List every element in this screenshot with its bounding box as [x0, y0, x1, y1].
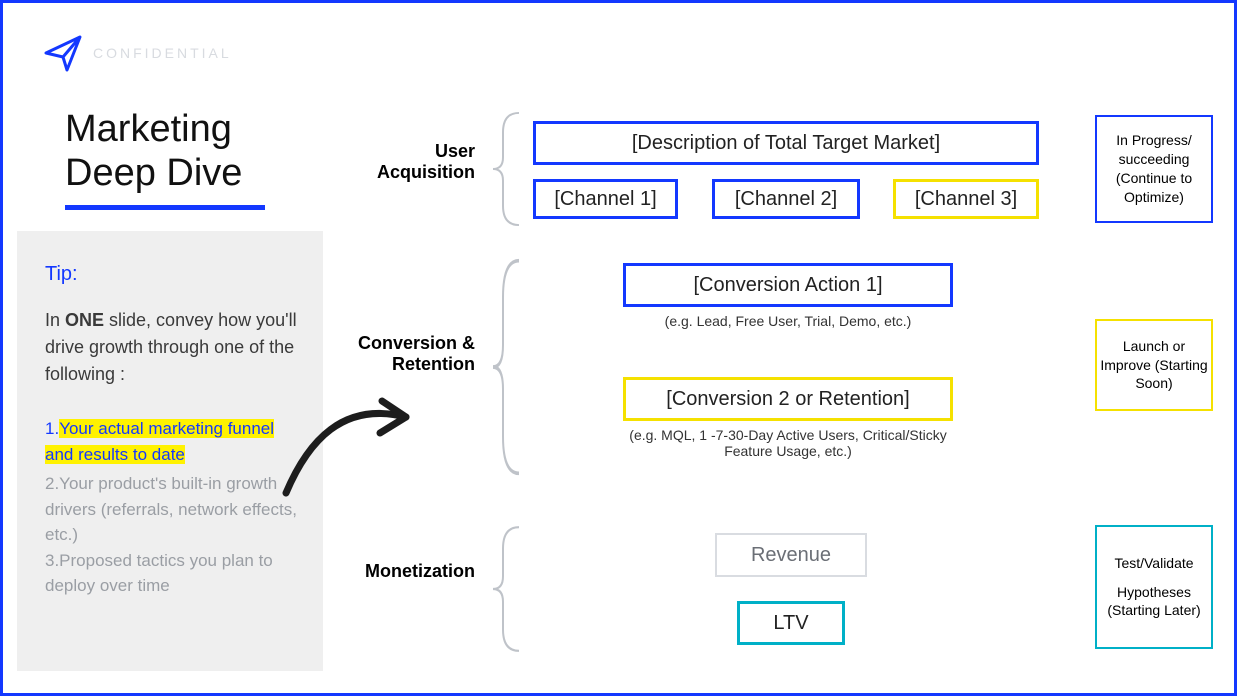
box-channel-2: [Channel 2]: [712, 179, 860, 219]
title-line1: Marketing: [65, 108, 232, 150]
tip-lead-bold: ONE: [65, 310, 104, 330]
legend-l3-line1: Test/Validate: [1097, 554, 1211, 573]
title-line2: Deep Dive: [65, 152, 242, 194]
tip-item-1: 1.Your actual marketing funnel and resul…: [45, 416, 299, 467]
confidential-label: CONFIDENTIAL: [93, 45, 232, 61]
stage-conversion-retention: Conversion & Retention: [343, 333, 475, 375]
tip-list: 1.Your actual marketing funnel and resul…: [45, 416, 299, 599]
box-conversion-1: [Conversion Action 1]: [623, 263, 953, 307]
tip-item-3: 3.Proposed tactics you plan to deploy ov…: [45, 548, 299, 599]
tip-item-1-num: 1.: [45, 419, 59, 438]
legend-test-validate: Test/Validate Hypotheses (Starting Later…: [1095, 525, 1213, 649]
legend-in-progress: In Progress/ succeeding (Continue to Opt…: [1095, 115, 1213, 223]
box-channel-1: [Channel 1]: [533, 179, 678, 219]
caption-conversion-1: (e.g. Lead, Free User, Trial, Demo, etc.…: [623, 313, 953, 329]
title-block: Marketing Deep Dive: [65, 108, 265, 210]
page-title: Marketing Deep Dive: [65, 108, 265, 195]
stage-user-acquisition: User Acquisition: [355, 141, 475, 183]
tip-lead-pre: In: [45, 310, 65, 330]
legend-l3-line2: Hypotheses (Starting Later): [1097, 583, 1211, 621]
box-ltv: LTV: [737, 601, 845, 645]
box-revenue: Revenue: [715, 533, 867, 577]
legend-launch-improve: Launch or Improve (Starting Soon): [1095, 319, 1213, 411]
box-channel-3: [Channel 3]: [893, 179, 1039, 219]
tip-item-2: 2.Your product's built-in growth drivers…: [45, 471, 299, 548]
tip-lead: In ONE slide, convey how you'll drive gr…: [45, 307, 299, 388]
tip-item-1-text: Your actual marketing funnel and results…: [45, 419, 274, 464]
box-conversion-2: [Conversion 2 or Retention]: [623, 377, 953, 421]
slide-frame: CONFIDENTIAL Marketing Deep Dive Tip: In…: [0, 0, 1237, 696]
caption-conversion-2: (e.g. MQL, 1 -7-30-Day Active Users, Cri…: [609, 427, 967, 459]
title-underline: [65, 205, 265, 210]
header: CONFIDENTIAL: [43, 33, 232, 73]
hand-arrow-icon: [268, 381, 428, 506]
stage-monetization: Monetization: [355, 561, 475, 582]
paper-plane-icon: [43, 33, 83, 73]
box-target-market: [Description of Total Target Market]: [533, 121, 1039, 165]
tip-label: Tip:: [45, 259, 299, 289]
